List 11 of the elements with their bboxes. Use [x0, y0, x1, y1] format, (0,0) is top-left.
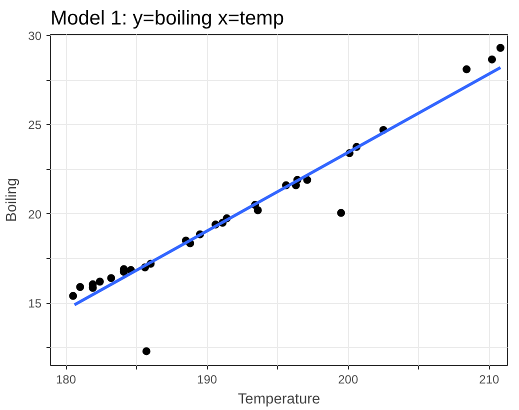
y-tick-label: 25: [28, 118, 42, 132]
x-axis-title: Temperature: [238, 392, 320, 408]
y-tick-label: 15: [28, 296, 42, 311]
y-tick-label: 30: [28, 28, 42, 43]
y-axis-title: Boiling: [4, 178, 20, 222]
x-tick-label: 200: [338, 372, 358, 386]
chart-title: Model 1: y=boiling x=temp: [50, 8, 284, 30]
y-tick-label: 20: [28, 207, 42, 222]
x-tick-label: 190: [197, 372, 218, 386]
x-tick-label: 180: [56, 372, 76, 386]
x-tick-label: 210: [479, 372, 500, 386]
